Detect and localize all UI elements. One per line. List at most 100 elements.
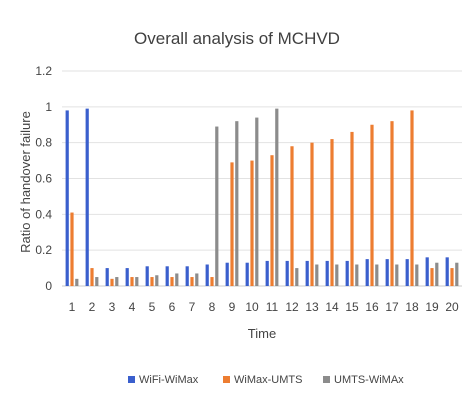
legend-swatch: [223, 376, 230, 383]
bar-group: [65, 108, 459, 287]
bar-wimax-umts-3: [110, 278, 114, 286]
x-tick-label: 15: [345, 300, 359, 314]
bar-umts-wimax-3: [115, 277, 119, 286]
y-tick-label: 0.8: [35, 136, 52, 150]
bar-umts-wimax-2: [95, 277, 99, 286]
bar-umts-wimax-10: [255, 117, 259, 286]
bar-umts-wimax-19: [435, 262, 439, 286]
bar-wifi-wimax-8: [205, 264, 209, 286]
x-tick-label: 18: [405, 300, 419, 314]
y-tick-label: 1: [45, 100, 52, 114]
bar-wifi-wimax-20: [445, 257, 449, 286]
bar-umts-wimax-14: [335, 264, 339, 286]
gridlines: [62, 70, 462, 287]
bar-wifi-wimax-13: [305, 260, 309, 286]
x-tick-label: 9: [229, 300, 236, 314]
bar-wimax-umts-15: [350, 131, 354, 286]
y-tick-label: 0: [45, 279, 52, 293]
bar-umts-wimax-13: [315, 264, 319, 286]
x-tick-label: 13: [305, 300, 319, 314]
x-tick-label: 14: [325, 300, 339, 314]
x-tick-label: 20: [445, 300, 459, 314]
legend-label: WiMax-UMTS: [234, 374, 302, 386]
bar-wifi-wimax-10: [245, 262, 249, 286]
x-tick-label: 16: [365, 300, 379, 314]
y-axis-title: Ratio of handover failure: [18, 111, 33, 253]
bar-wifi-wimax-5: [145, 266, 149, 286]
bar-umts-wimax-6: [175, 273, 179, 286]
x-tick-label: 11: [266, 300, 279, 314]
bar-wimax-umts-10: [250, 160, 254, 286]
bar-wimax-umts-7: [190, 277, 194, 286]
bar-wifi-wimax-14: [325, 260, 329, 286]
x-tick-label: 6: [169, 300, 176, 314]
y-tick-label: 0.2: [35, 243, 52, 257]
bar-umts-wimax-7: [195, 273, 199, 286]
bar-wifi-wimax-7: [185, 266, 189, 286]
bar-umts-wimax-5: [155, 275, 159, 286]
bar-wimax-umts-13: [310, 142, 314, 286]
legend-label: WiFi-WiMax: [139, 374, 199, 386]
bar-umts-wimax-1: [75, 278, 79, 286]
bar-umts-wimax-16: [375, 264, 379, 286]
bar-wifi-wimax-3: [105, 268, 109, 286]
bar-wimax-umts-6: [170, 277, 174, 286]
bar-wimax-umts-18: [410, 110, 414, 287]
y-tick-label: 0.4: [35, 207, 52, 221]
bar-wimax-umts-12: [290, 146, 294, 286]
bar-wifi-wimax-16: [365, 259, 369, 286]
x-tick-label: 4: [129, 300, 136, 314]
legend-label: UMTS-WiMAx: [334, 374, 404, 386]
bar-umts-wimax-17: [395, 264, 399, 286]
bar-wimax-umts-19: [430, 268, 434, 286]
legend-swatch: [128, 376, 135, 383]
bar-wifi-wimax-19: [425, 257, 429, 286]
x-tick-label: 12: [285, 300, 299, 314]
bar-umts-wimax-11: [275, 108, 279, 286]
x-tick-label: 5: [149, 300, 156, 314]
bar-wifi-wimax-6: [165, 266, 169, 286]
bar-wimax-umts-9: [230, 162, 234, 286]
bar-wifi-wimax-11: [265, 260, 269, 286]
bar-umts-wimax-4: [135, 277, 139, 286]
legend-swatch: [323, 376, 330, 383]
bar-umts-wimax-8: [215, 126, 219, 287]
bar-wimax-umts-1: [70, 212, 74, 286]
bar-wimax-umts-4: [130, 277, 134, 286]
x-tick-label: 19: [425, 300, 439, 314]
bar-umts-wimax-9: [235, 121, 239, 287]
bar-wifi-wimax-4: [125, 268, 129, 286]
bar-wimax-umts-8: [210, 277, 214, 286]
bar-umts-wimax-15: [355, 264, 359, 286]
legend: WiFi-WiMax WiMax-UMTS UMTS-WiMAx: [128, 374, 404, 386]
x-tick-label: 2: [89, 300, 96, 314]
bar-umts-wimax-18: [415, 264, 419, 286]
bar-wimax-umts-17: [390, 121, 394, 287]
bar-wifi-wimax-18: [405, 259, 409, 286]
bar-wimax-umts-16: [370, 124, 374, 286]
bar-wifi-wimax-12: [285, 260, 289, 286]
bar-wimax-umts-2: [90, 268, 94, 286]
y-tick-label: 0.6: [35, 172, 52, 186]
x-tick-label: 8: [209, 300, 216, 314]
x-tick-label: 7: [189, 300, 196, 314]
bar-wifi-wimax-1: [65, 110, 69, 287]
bar-wimax-umts-11: [270, 155, 274, 286]
x-tick-label: 17: [385, 300, 399, 314]
y-tick-labels: 0 0.2 0.4 0.6 0.8 1 1.2: [35, 64, 52, 293]
chart-title: Overall analysis of MCHVD: [134, 29, 340, 48]
x-tick-label: 3: [109, 300, 116, 314]
bar-wifi-wimax-17: [385, 259, 389, 286]
bar-wimax-umts-14: [330, 139, 334, 286]
bar-wifi-wimax-9: [225, 262, 229, 286]
bar-umts-wimax-20: [455, 262, 459, 286]
x-tick-labels: 1 2 3 4 5 6 7 8 9 10 11 12 13 14 15 16 17 18 19 20: [69, 300, 459, 314]
x-tick-label: 1: [69, 300, 76, 314]
bar-wifi-wimax-15: [345, 260, 349, 286]
bar-wimax-umts-5: [150, 277, 154, 286]
x-tick-label: 10: [245, 300, 259, 314]
y-tick-label: 1.2: [35, 64, 52, 78]
x-axis-title: Time: [248, 326, 276, 341]
